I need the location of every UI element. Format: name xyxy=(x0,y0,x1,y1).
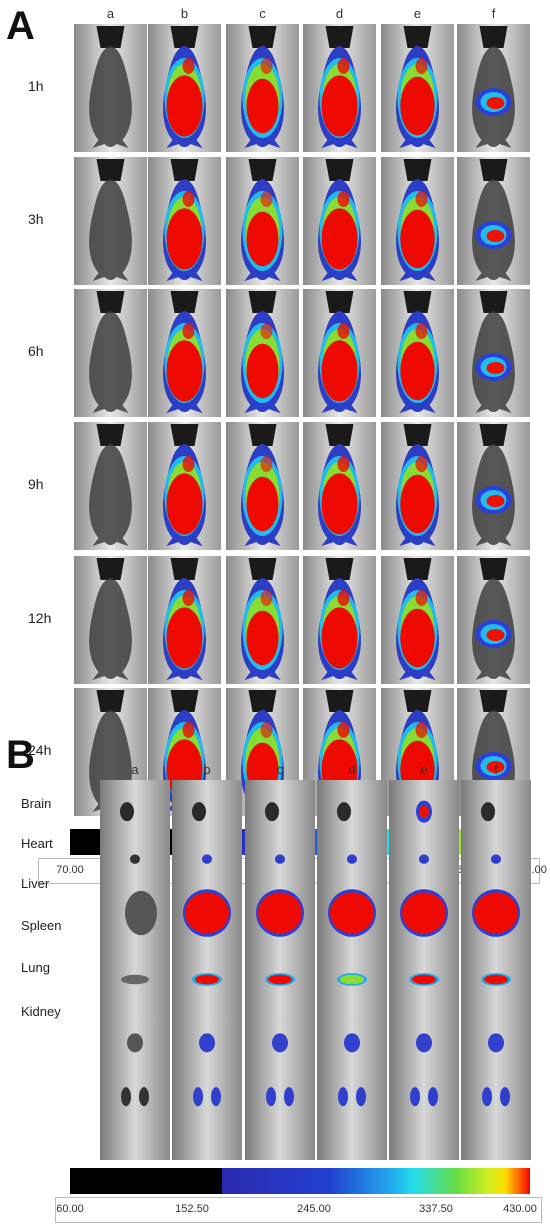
organ-label: Kidney xyxy=(21,1004,61,1019)
organ-label: Liver xyxy=(21,876,50,891)
column-letter: a xyxy=(131,762,139,777)
mouse-image xyxy=(303,157,376,285)
mouse-image xyxy=(226,422,299,550)
scale-tick-label: 60.00 xyxy=(56,1203,84,1215)
panel-b-letter: B xyxy=(6,733,35,777)
scale-tick-label: 337.50 xyxy=(419,1203,453,1215)
column-letter: a xyxy=(106,6,115,21)
mouse-image xyxy=(74,157,147,285)
panel-b-scale-axis xyxy=(55,1197,542,1223)
mouse-image xyxy=(74,289,147,417)
organ-image xyxy=(461,780,531,1160)
time-label: 6h xyxy=(28,343,44,359)
column-letter: e xyxy=(420,762,428,777)
panel-b-color-scale xyxy=(70,1168,530,1194)
time-label: 3h xyxy=(28,211,44,227)
mouse-image xyxy=(74,422,147,550)
mouse-image xyxy=(226,556,299,684)
column-letter: f xyxy=(491,6,496,21)
mouse-image xyxy=(148,24,221,152)
mouse-image xyxy=(74,24,147,152)
mouse-image xyxy=(148,556,221,684)
mouse-image xyxy=(148,289,221,417)
mouse-image xyxy=(381,289,454,417)
mouse-image xyxy=(226,157,299,285)
mouse-image xyxy=(381,24,454,152)
column-letter: c xyxy=(276,762,284,777)
mouse-image xyxy=(148,157,221,285)
column-letter: c xyxy=(259,6,266,21)
organ-image xyxy=(389,780,459,1160)
organ-image xyxy=(100,780,170,1160)
mouse-image xyxy=(303,556,376,684)
scale-tick-label: 70.00 xyxy=(56,864,84,876)
mouse-image xyxy=(148,422,221,550)
organ-label: Heart xyxy=(21,836,53,851)
scale-tick-label: 152.50 xyxy=(175,1203,209,1215)
mouse-image xyxy=(226,24,299,152)
mouse-image xyxy=(457,157,530,285)
mouse-image xyxy=(303,24,376,152)
organ-image xyxy=(172,780,242,1160)
mouse-image xyxy=(457,24,530,152)
column-letter: d xyxy=(348,762,356,777)
mouse-image xyxy=(381,157,454,285)
mouse-image xyxy=(303,422,376,550)
mouse-image xyxy=(303,289,376,417)
organ-label: Brain xyxy=(21,796,52,811)
scale-tick-label: 430.00 xyxy=(503,1203,537,1215)
mouse-image xyxy=(226,289,299,417)
column-letter: e xyxy=(413,6,422,21)
column-letter: f xyxy=(494,762,498,777)
organ-label: Spleen xyxy=(21,918,62,933)
scale-tick-label: 245.00 xyxy=(297,1203,331,1215)
organ-image xyxy=(245,780,315,1160)
mouse-image xyxy=(457,289,530,417)
time-label: 1h xyxy=(28,78,44,94)
column-letter: b xyxy=(180,6,189,21)
column-letter: b xyxy=(203,762,211,777)
column-letter: d xyxy=(335,6,344,21)
time-label: 9h xyxy=(28,476,44,492)
organ-label: Lung xyxy=(21,960,50,975)
mouse-image xyxy=(457,556,530,684)
mouse-image xyxy=(457,422,530,550)
organ-image xyxy=(317,780,387,1160)
mouse-image xyxy=(381,422,454,550)
mouse-image xyxy=(74,556,147,684)
mouse-image xyxy=(381,556,454,684)
time-label: 12h xyxy=(28,610,52,626)
panel-a-letter: A xyxy=(6,4,35,48)
time-label: 24h xyxy=(28,742,52,758)
